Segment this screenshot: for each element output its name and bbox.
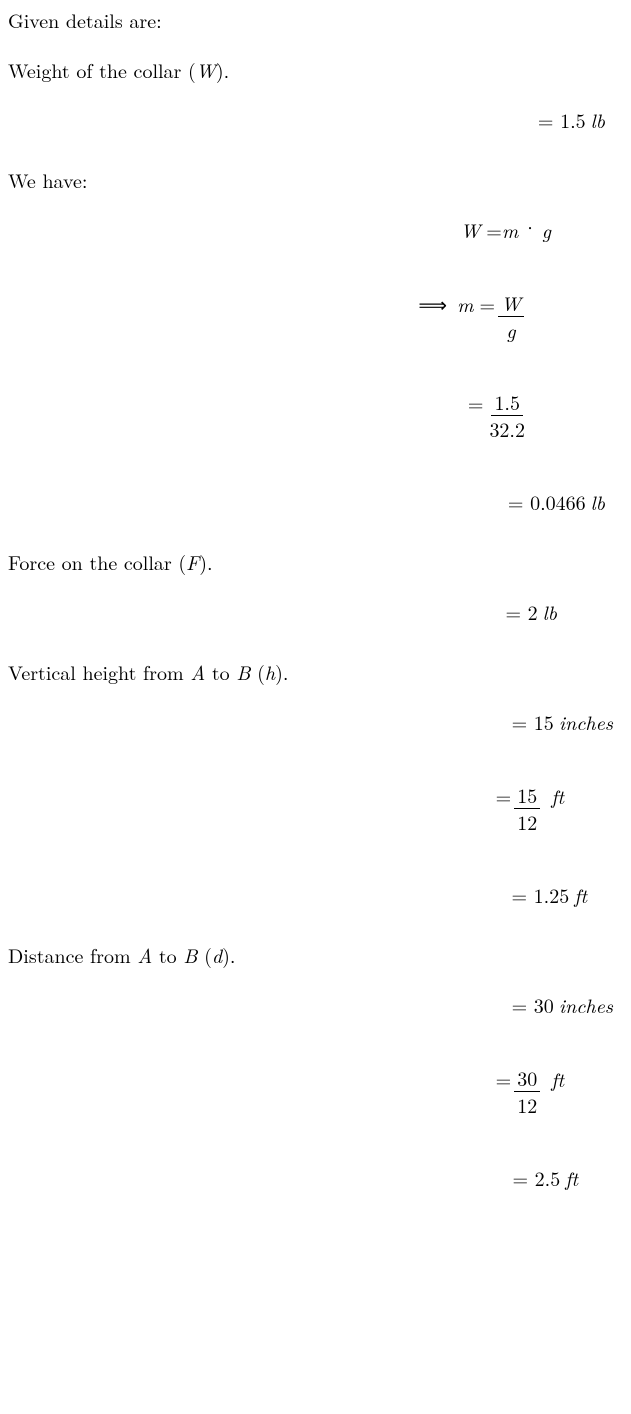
eq-m-w-over-g: ⟹ m = W g xyxy=(8,292,623,341)
eq-sign-3: = xyxy=(468,391,484,440)
unit-ft-4: ft xyxy=(565,1166,578,1190)
frac-w-g: W g xyxy=(498,292,524,341)
implies-arrow: ⟹ xyxy=(418,292,447,341)
frac-15-num: 15 xyxy=(514,784,540,809)
g-var-1: g xyxy=(542,218,551,242)
eq-dist-frac: = 30 12 ft xyxy=(8,1067,623,1116)
frac-1-5-den: 32.2 xyxy=(486,416,528,440)
eq-height-inches: = 15 inches xyxy=(8,710,623,734)
eq-mass-result: = 0.0466 lb xyxy=(8,490,623,514)
eq-dist-ft: = 2.5 ft xyxy=(8,1166,623,1190)
distance-line: Distance from A to B (d). xyxy=(8,943,623,967)
f-var: F xyxy=(186,547,199,576)
unit-lb-2: lb xyxy=(591,490,605,514)
given-details-line: Given details are: xyxy=(8,8,623,32)
eq-sign-2: = xyxy=(479,292,495,341)
cdot: · xyxy=(522,215,538,239)
b-var-2: B xyxy=(183,940,197,969)
h-close: ). xyxy=(275,657,288,686)
frac-w-num: W xyxy=(498,292,524,317)
weight-collar-line: Weight of the collar (W). xyxy=(8,58,623,82)
unit-ft-2: ft xyxy=(574,883,587,907)
force-collar-line: Force on the collar (F). xyxy=(8,550,623,574)
force-val: = 2 xyxy=(505,600,537,624)
frac-30-den: 12 xyxy=(514,1092,540,1116)
w-lhs: W xyxy=(460,218,480,242)
weight-collar-text: Weight of the collar ( xyxy=(8,55,196,84)
weight-collar-close: ). xyxy=(216,55,229,84)
w-var: W xyxy=(196,55,216,84)
to-1: to xyxy=(205,657,236,686)
frac-w-den: g xyxy=(503,317,518,341)
eq-sign-1: = xyxy=(486,218,502,242)
d-close: ). xyxy=(222,940,235,969)
height-inches-val: = 15 xyxy=(512,710,554,734)
force-collar-close: ). xyxy=(199,547,212,576)
force-collar-text: Force on the collar ( xyxy=(8,547,186,576)
d-open: ( xyxy=(197,940,211,969)
frac-15-12: 15 12 xyxy=(514,784,540,833)
frac-1-5-num: 1.5 xyxy=(491,391,523,416)
dist-inches-val: = 30 xyxy=(512,993,554,1017)
h-var: h xyxy=(265,657,275,686)
a-var-1: A xyxy=(190,657,205,686)
unit-ft-1: ft xyxy=(551,784,564,833)
unit-inches-2: inches xyxy=(559,993,613,1017)
dist-ft-val: = 2.5 xyxy=(512,1166,560,1190)
eq-dist-inches: = 30 inches xyxy=(8,993,623,1017)
frac-30-num: 30 xyxy=(514,1067,540,1092)
weight-val: = 1.5 xyxy=(538,108,586,132)
eq-sign-5: = xyxy=(496,1067,512,1116)
unit-lb-1: lb xyxy=(591,108,605,132)
eq-force-value: = 2 lb xyxy=(8,600,623,624)
to-2: to xyxy=(152,940,183,969)
we-have-text: We have: xyxy=(8,165,87,194)
frac-30-12: 30 12 xyxy=(514,1067,540,1116)
eq-height-frac: = 15 12 ft xyxy=(8,784,623,833)
m-lhs: m xyxy=(457,292,473,341)
h-open: ( xyxy=(250,657,264,686)
vert-height-line: Vertical height from A to B (h). xyxy=(8,660,623,684)
we-have-line: We have: xyxy=(8,168,623,192)
distance-text: Distance from xyxy=(8,940,137,969)
a-var-2: A xyxy=(137,940,152,969)
vert-height-text: Vertical height from xyxy=(8,657,190,686)
d-var: d xyxy=(212,940,222,969)
frac-15-den: 12 xyxy=(514,809,540,833)
height-ft-val: = 1.25 xyxy=(511,883,569,907)
frac-1-5: 1.5 32.2 xyxy=(486,391,528,440)
eq-height-ft: = 1.25 ft xyxy=(8,883,623,907)
unit-ft-3: ft xyxy=(551,1067,564,1116)
b-var-1: B xyxy=(236,657,250,686)
eq-w-mg: W = m · g xyxy=(8,218,623,242)
unit-lb-3: lb xyxy=(543,600,557,624)
m-var-1: m xyxy=(502,218,518,242)
eq-weight-value: = 1.5 lb xyxy=(8,108,623,132)
given-details-text: Given details are: xyxy=(8,5,162,34)
eq-frac-1-5: = 1.5 32.2 xyxy=(8,391,623,440)
mass-result: = 0.0466 xyxy=(508,490,586,514)
unit-inches-1: inches xyxy=(559,710,613,734)
eq-sign-4: = xyxy=(496,784,512,833)
